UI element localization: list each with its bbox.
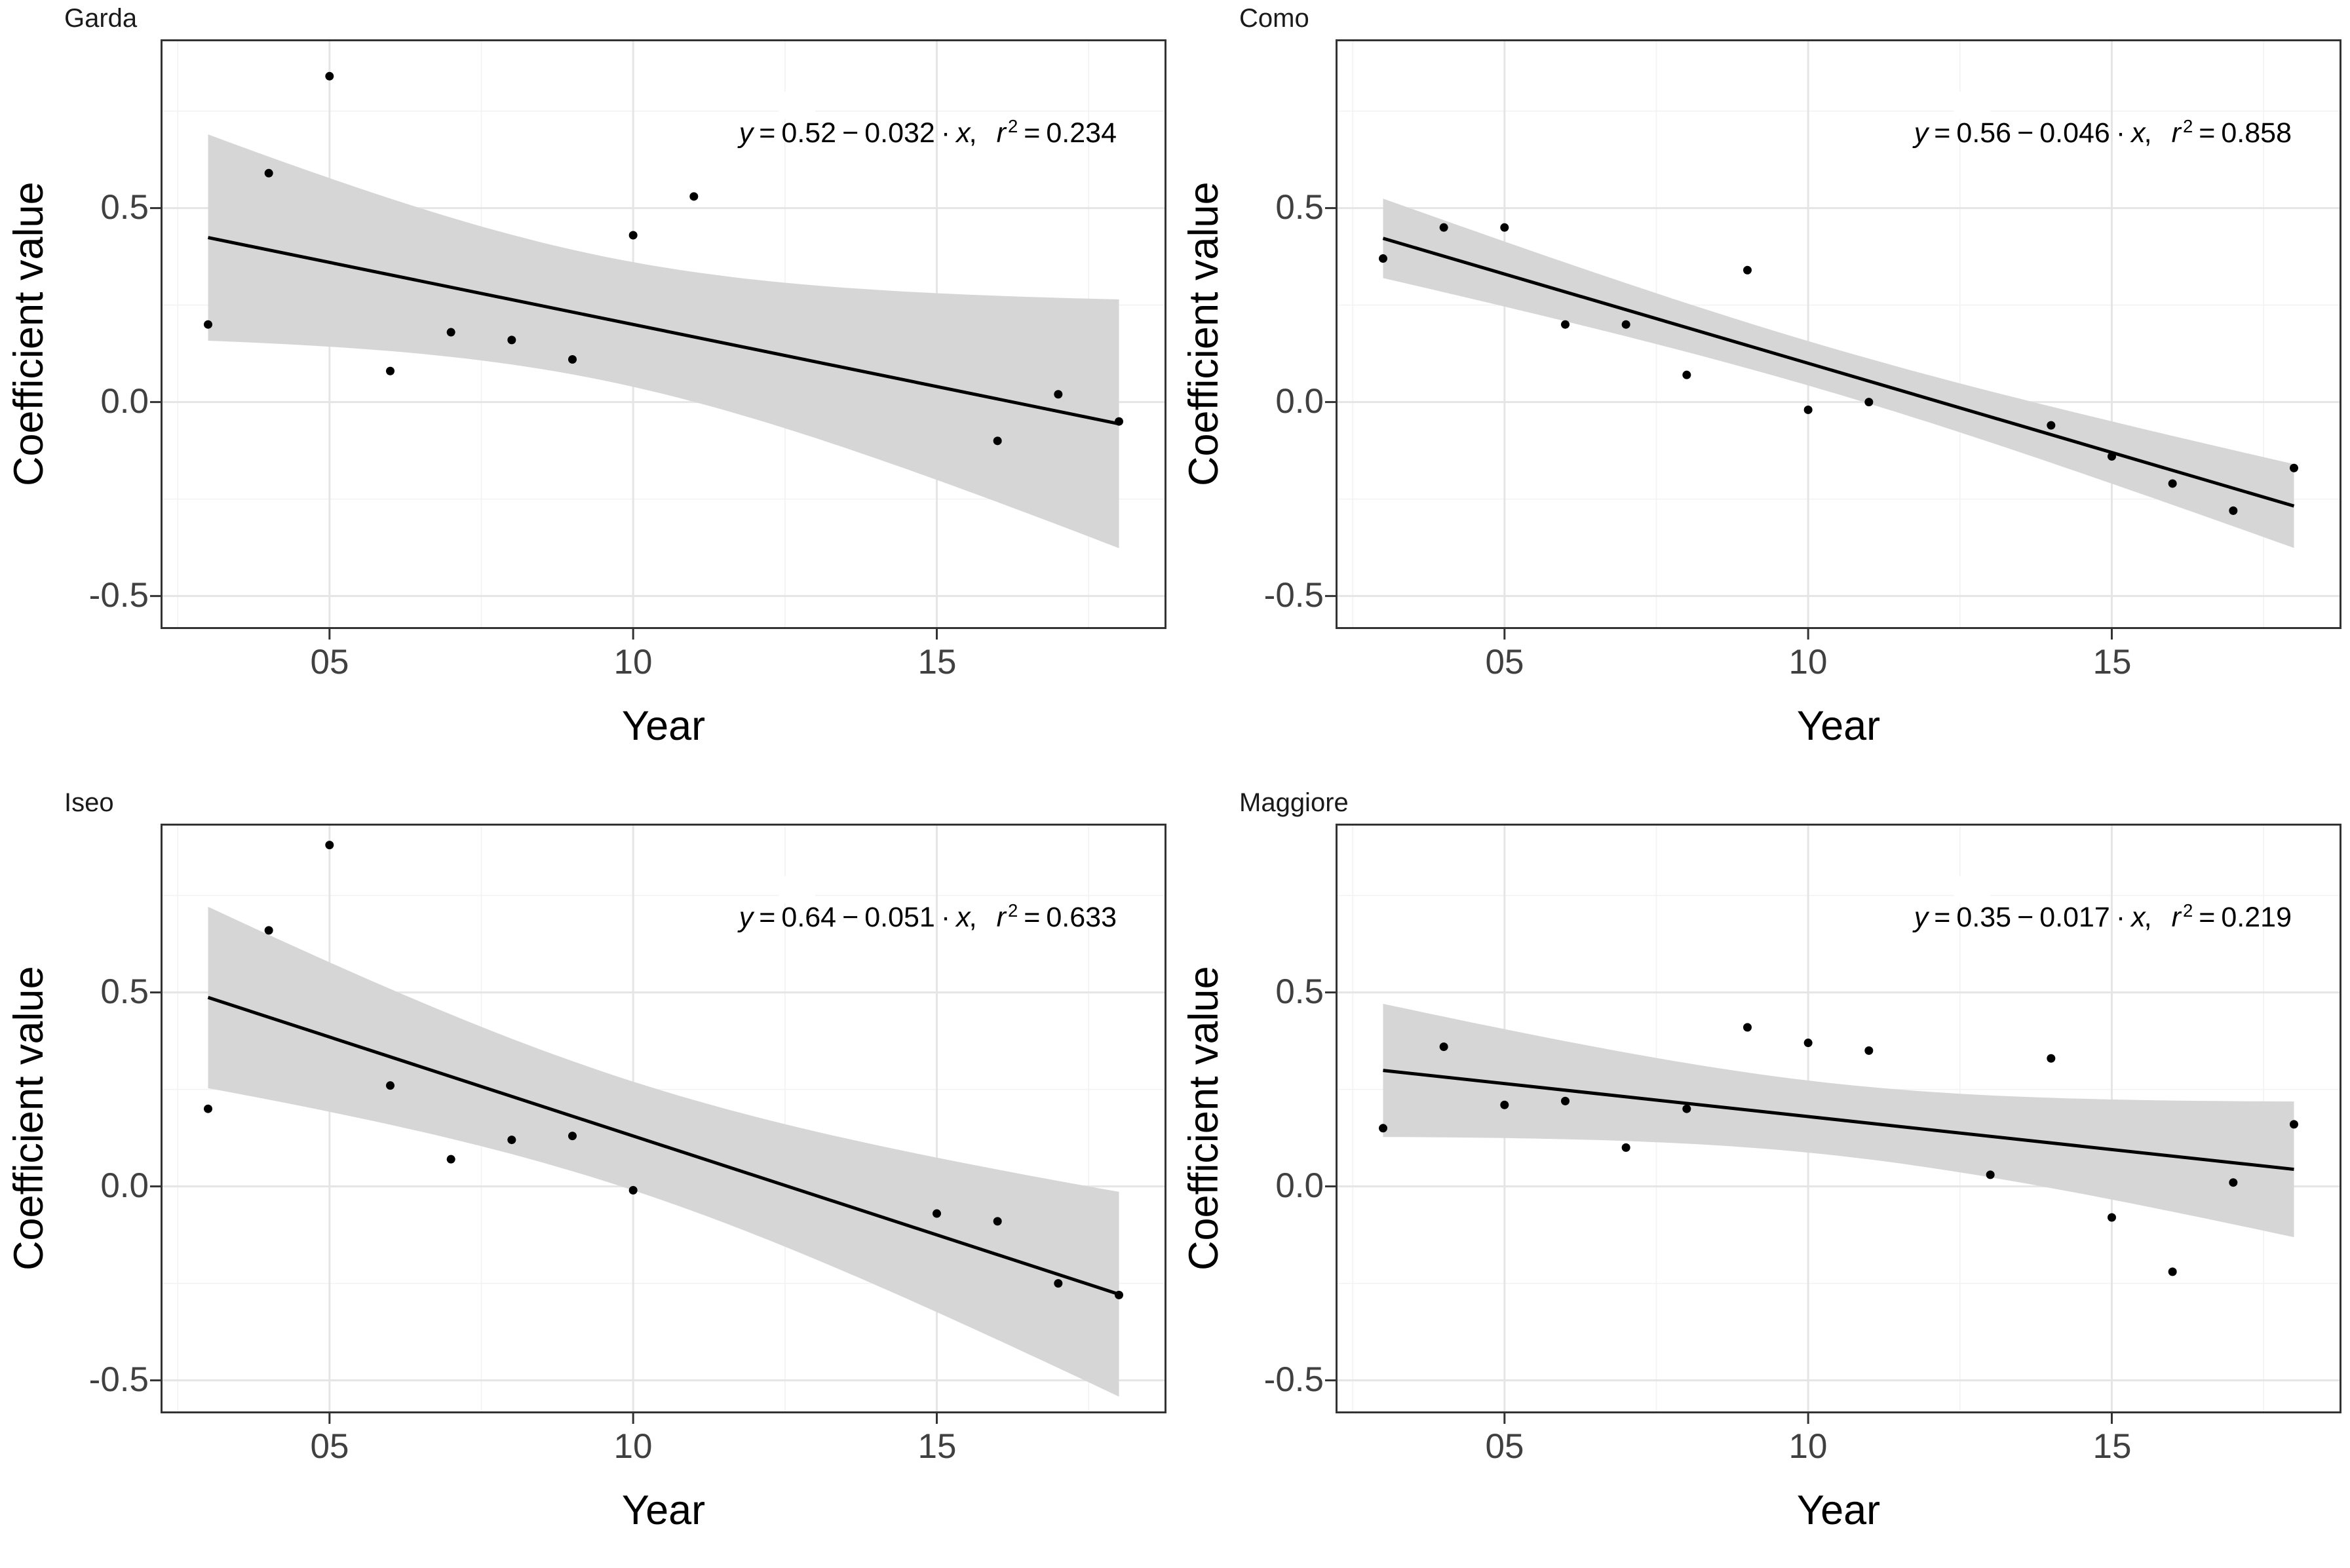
- white-patch-artifact: [779, 91, 816, 119]
- x-tick-label: 10: [1788, 1427, 1828, 1466]
- x-tick-label: 05: [1485, 1427, 1524, 1466]
- y-tick-label: 0.5: [1275, 972, 1324, 1011]
- regression-equation: y = 0.64−0.051 · x, r 2 = 0.633: [739, 900, 1117, 933]
- panel-title: Iseo: [64, 788, 114, 817]
- x-tick-label: 10: [613, 643, 653, 681]
- tick-marks: [1325, 991, 2113, 1424]
- white-patch-artifact: [779, 875, 816, 904]
- white-patch-artifact: [1954, 875, 1991, 904]
- x-tick-label: 15: [2092, 643, 2132, 681]
- panel-iseo: Iseo Coefficient value 0.5 0.0 -0.5 y = 0.…: [0, 784, 1175, 1568]
- x-axis-title: Year: [621, 703, 706, 749]
- panel-title: Como: [1239, 4, 1309, 33]
- plot-svg-garda: [150, 41, 1165, 640]
- regression-line: [207, 995, 1120, 1296]
- tick-marks: [1325, 207, 2113, 640]
- regression-equation: y = 0.35−0.017 · x, r 2 = 0.219: [1914, 900, 2292, 933]
- regression-equation: y = 0.52−0.032 · x, r 2 = 0.234: [739, 115, 1117, 149]
- plot-panel: y = 0.52−0.032 · x, r 2 = 0.234: [150, 39, 1166, 640]
- data-points: [1379, 1023, 2298, 1276]
- x-tick-label: 15: [917, 1427, 957, 1466]
- x-tick-label: 15: [2092, 1427, 2132, 1466]
- panel-maggiore: Maggiore Coefficient value 0.5 0.0 -0.5 …: [1175, 784, 2350, 1568]
- regression-equation: y = 0.56−0.046 · x, r 2 = 0.858: [1914, 115, 2292, 149]
- x-axis-title: Year: [621, 1487, 706, 1533]
- confidence-band: [208, 906, 1119, 1397]
- y-tick-label: -0.5: [1263, 576, 1324, 615]
- panel-title: Garda: [64, 4, 138, 33]
- confidence-band: [208, 134, 1119, 548]
- x-axis-title: Year: [1796, 703, 1881, 749]
- y-tick-label: 0.5: [100, 972, 149, 1011]
- plot-svg-como: [1325, 41, 2340, 640]
- y-tick-label: 0.5: [100, 188, 149, 227]
- x-tick-label: 05: [1485, 643, 1524, 681]
- regression-line: [1382, 237, 2295, 508]
- plot-panel: y = 0.56−0.046 · x, r 2 = 0.858: [1325, 39, 2341, 640]
- y-tick-label: -0.5: [1263, 1360, 1324, 1399]
- plot-svg-maggiore: [1325, 826, 2340, 1424]
- y-tick-label: 0.0: [1275, 382, 1324, 421]
- x-tick-label: 10: [613, 1427, 653, 1466]
- panel-garda: Garda Coefficient value 0.5 0.0 -0.5 y = 0…: [0, 0, 1175, 784]
- x-tick-label: 10: [1788, 643, 1828, 681]
- regression-line: [1383, 1069, 2294, 1172]
- y-axis-title: Coefficient value: [1181, 966, 1227, 1271]
- y-tick-label: -0.5: [88, 1360, 149, 1399]
- y-tick-label: 0.0: [1275, 1166, 1324, 1205]
- panel-como: Como Coefficient value 0.5 0.0 -0.5 y = 0.…: [1175, 0, 2350, 784]
- tick-marks: [150, 991, 938, 1424]
- data-points: [1379, 223, 2298, 515]
- x-tick-label: 05: [310, 1427, 349, 1466]
- x-axis-title: Year: [1796, 1487, 1881, 1533]
- y-tick-label: 0.5: [1275, 188, 1324, 227]
- y-axis-title: Coefficient value: [6, 966, 52, 1271]
- regression-line: [207, 236, 1120, 426]
- y-axis-title: Coefficient value: [1181, 182, 1227, 487]
- x-tick-label: 05: [310, 643, 349, 681]
- plot-panel: y = 0.35−0.017 · x, r 2 = 0.219: [1325, 824, 2341, 1424]
- plot-panel: y = 0.64−0.051 · x, r 2 = 0.633: [150, 824, 1166, 1424]
- white-patch-artifact: [1954, 91, 1991, 119]
- tick-marks: [150, 207, 938, 640]
- data-points: [204, 841, 1123, 1299]
- y-tick-label: 0.0: [100, 382, 149, 421]
- y-axis-title: Coefficient value: [6, 182, 52, 487]
- y-tick-label: 0.0: [100, 1166, 149, 1205]
- panel-title: Maggiore: [1239, 788, 1349, 817]
- plot-svg-iseo: [150, 826, 1165, 1424]
- data-points: [204, 71, 1123, 446]
- x-tick-label: 15: [917, 643, 957, 681]
- y-tick-label: -0.5: [88, 576, 149, 615]
